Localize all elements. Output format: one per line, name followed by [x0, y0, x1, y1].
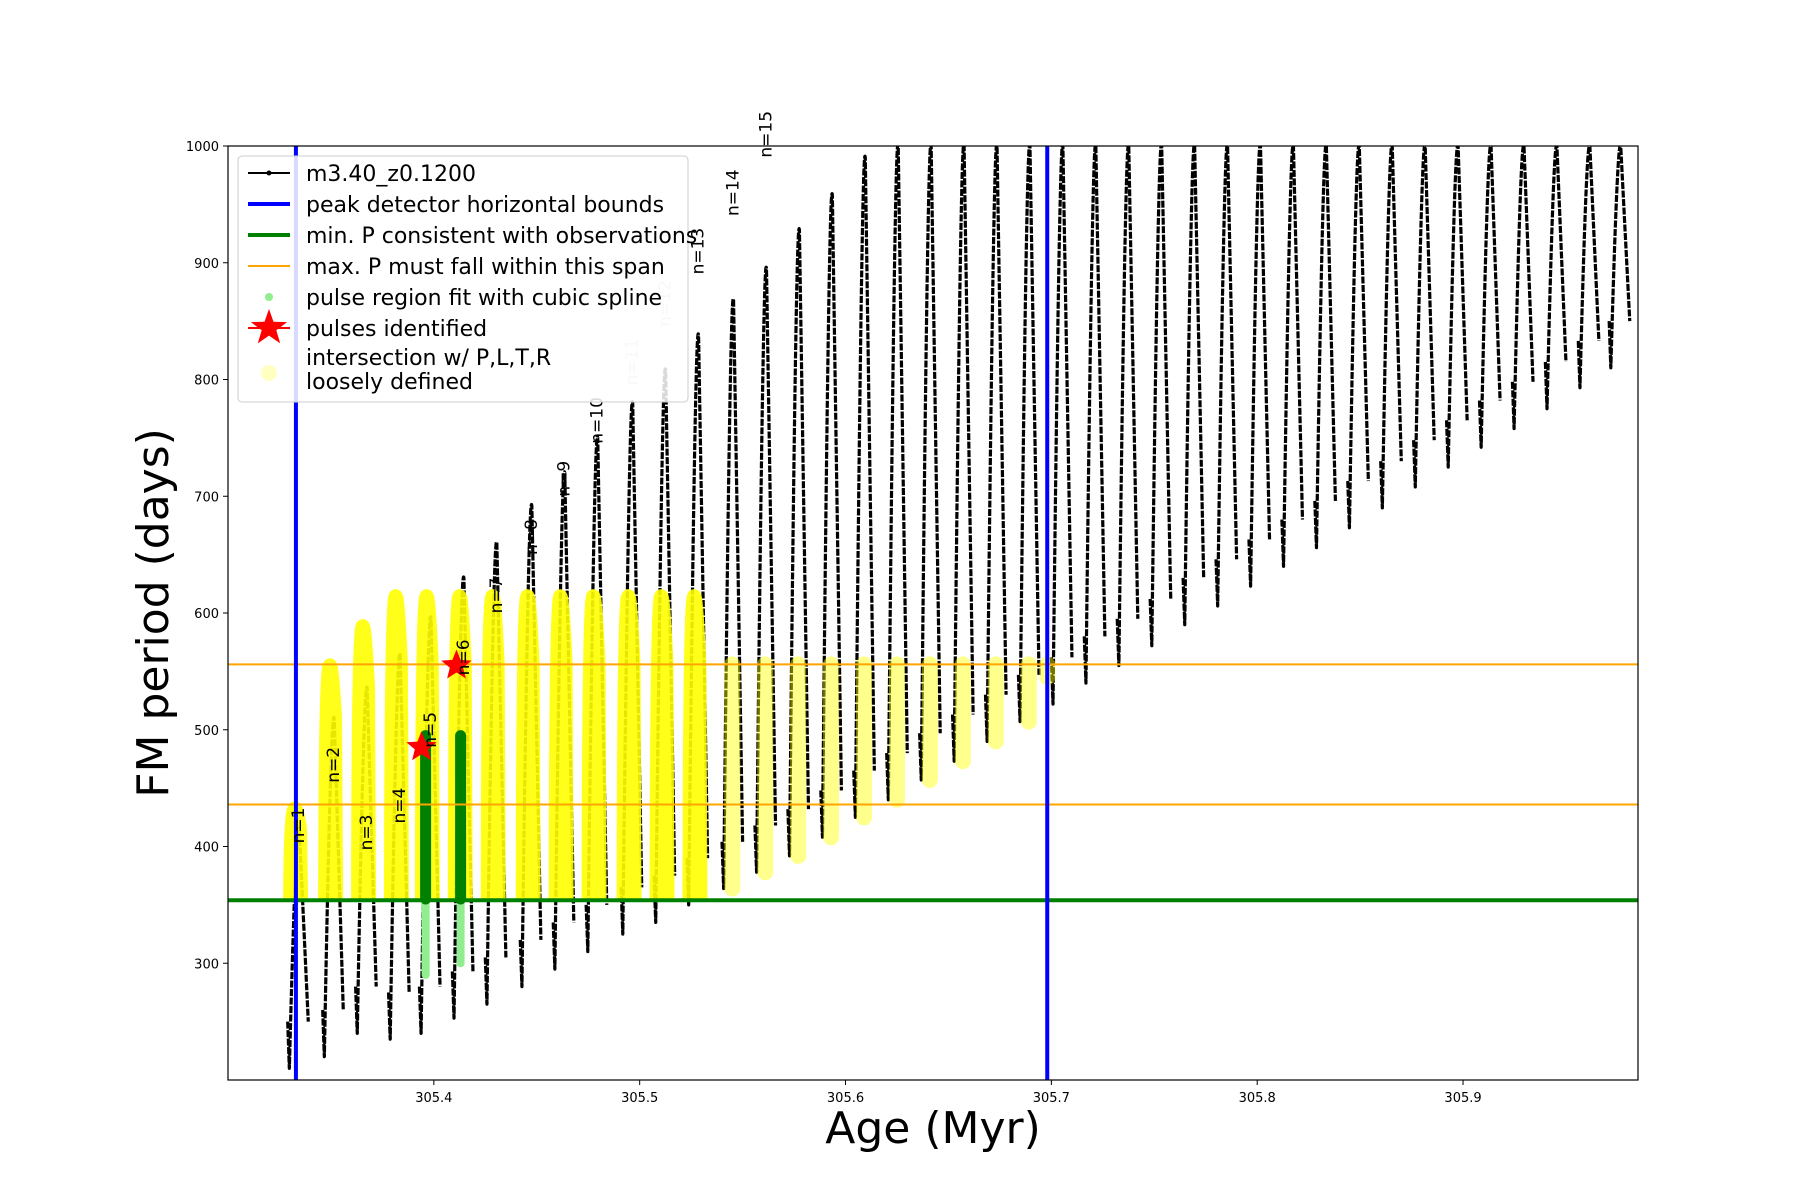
pulse-marker: [441, 649, 472, 679]
y-axis-ticks: 300 400 500 600 700 800 900 1000: [186, 140, 228, 972]
pulse-label: n=15: [756, 111, 776, 158]
pulse-curve: [753, 265, 778, 874]
legend-label-spline-fit: pulse region fit with cubic spline: [306, 286, 662, 311]
legend-item-track: m3.40_z0.1200: [248, 162, 476, 187]
y-tick-label: 1000: [186, 140, 219, 155]
pulse-curve: [1148, 146, 1173, 648]
pulse-curve: [1346, 146, 1370, 530]
pulse-curve: [950, 146, 975, 763]
pulse-label: n=2: [324, 747, 344, 783]
legend-label-bounds: peak detector horizontal bounds: [306, 193, 664, 218]
intersection-band: [682, 589, 708, 901]
legend-label-track: m3.40_z0.1200: [306, 162, 476, 187]
legend-label-intersection: intersection w/ P,L,T,R: [306, 346, 551, 371]
pulse-curve: [1115, 146, 1140, 668]
pulse-label: n=7: [487, 578, 507, 614]
pulse-curve: [1181, 146, 1206, 627]
pulse-label: n=6: [454, 639, 474, 675]
legend-label-min-period: min. P consistent with observations: [306, 224, 697, 249]
y-tick-label: 700: [194, 490, 219, 505]
pulse-curve: [720, 297, 745, 891]
legend-item-spline-fit: pulse region fit with cubic spline: [265, 286, 662, 311]
pulse-marker: [406, 731, 437, 761]
legend-item-max-period-span: max. P must fall within this span: [248, 255, 665, 280]
pulse-curve: [1280, 146, 1305, 568]
intersection-band: [351, 619, 376, 901]
y-tick-label: 900: [194, 257, 219, 272]
star-icon: [250, 309, 288, 344]
pulse-curve: [1016, 146, 1041, 724]
pulse-curve: [1049, 146, 1074, 706]
pulse-curve: [786, 227, 811, 858]
pulse-label: n=3: [357, 815, 377, 851]
intersection-band: [515, 589, 541, 901]
pulse-curve: [983, 146, 1008, 744]
pulse-curve: [1214, 146, 1239, 608]
pulse-label: n=14: [724, 169, 744, 216]
legend-item-bounds: peak detector horizontal bounds: [248, 193, 664, 218]
legend-item-min-period: min. P consistent with observations: [248, 224, 697, 249]
intersection-band: [616, 589, 642, 901]
x-axis-ticks: 305.4 305.5 305.6 305.7 305.8 305.9: [415, 1080, 1482, 1106]
pulse-label: n=4: [390, 788, 410, 824]
pulse-label: n=9: [555, 461, 575, 497]
legend-label-loosely-defined: loosely defined: [306, 370, 473, 395]
pulse-curve: [1576, 146, 1601, 390]
intersection-region: [283, 589, 708, 901]
x-tick-label: 305.6: [827, 1091, 864, 1106]
x-tick-label: 305.9: [1444, 1091, 1481, 1106]
x-tick-label: 305.7: [1033, 1091, 1070, 1106]
legend-label-max-period-span: max. P must fall within this span: [306, 255, 665, 280]
pulse-curve: [885, 146, 909, 802]
y-tick-label: 300: [194, 957, 219, 972]
x-tick-label: 305.8: [1239, 1091, 1276, 1106]
legend-item-intersection: intersection w/ P,L,T,R: [306, 346, 551, 371]
y-axis-title: FM period (days): [128, 428, 179, 798]
pulse-label: n=13: [689, 228, 709, 275]
pulse-label: n=8: [522, 519, 542, 555]
pulse-curve: [1247, 146, 1272, 588]
x-tick-label: 305.5: [621, 1091, 658, 1106]
y-tick-label: 500: [194, 724, 219, 739]
intersection-band: [581, 589, 607, 901]
intersection-band: [649, 589, 675, 901]
pulse-curve: [819, 192, 844, 839]
y-tick-label: 600: [194, 607, 219, 622]
x-axis-title: Age (Myr): [825, 1103, 1041, 1154]
legend-frame: [237, 155, 689, 403]
intersection-band: [480, 589, 506, 901]
pulse-curve: [1313, 146, 1338, 550]
pulse-markers: [406, 649, 472, 761]
legend-label-pulses: pulses identified: [306, 317, 487, 342]
pulse-label: n=5: [421, 712, 441, 748]
y-tick-label: 400: [194, 841, 219, 856]
pulse-curve: [1082, 146, 1107, 685]
pulse-label: n=1: [289, 808, 309, 844]
x-tick-label: 305.4: [415, 1091, 452, 1106]
legend-item-pulses: pulses identified: [248, 309, 487, 344]
pulse-label: n=10: [588, 397, 608, 444]
pulse-curve: [1412, 146, 1436, 489]
intersection-band: [548, 589, 574, 901]
loosely-defined-region: [724, 656, 1056, 897]
intersection-band: [318, 658, 344, 901]
y-tick-label: 800: [194, 374, 219, 389]
intersection-band: [384, 589, 409, 901]
legend-item-loosely-defined: loosely defined: [261, 365, 473, 395]
spline-fit-region: [420, 730, 467, 979]
pulse-curve: [918, 146, 942, 782]
legend: m3.40_z0.1200 peak detector horizontal b…: [237, 155, 697, 403]
intersection-band: [283, 801, 309, 901]
